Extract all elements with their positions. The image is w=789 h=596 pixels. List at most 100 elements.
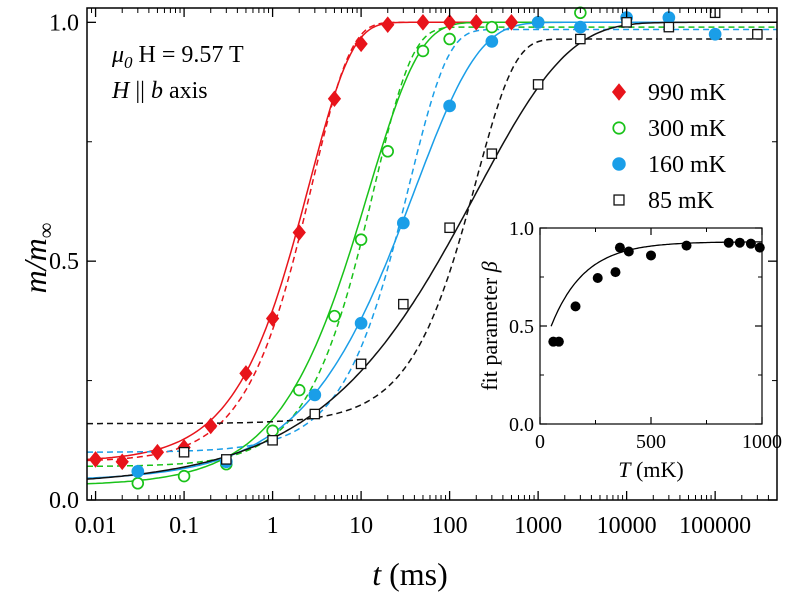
point-300-mk-8: [416, 44, 430, 58]
inset-y-tick-label: 0.0: [509, 414, 534, 436]
point-160-mk-0: [131, 464, 145, 478]
inset-point-6: [623, 246, 634, 257]
x-tick-label: 10: [349, 513, 373, 539]
x-tick-label: 1: [267, 513, 279, 539]
inset-point-4: [610, 267, 621, 278]
point-300-mk-4: [292, 383, 306, 397]
point-300-mk-0: [131, 477, 145, 490]
point-990-mk-12: [442, 14, 457, 31]
point-990-mk-1: [115, 453, 129, 471]
point-990-mk-0: [88, 451, 103, 468]
x-axis-title: t (ms): [372, 556, 448, 592]
legend-marker-160-mk: [612, 157, 626, 171]
main-plot: 0.01 0.1 1 10 100 1000 10000 100000 0.0 0.5 1.0: [49, 6, 778, 539]
inset-y-axis-title: fit parameter β: [477, 261, 502, 391]
legend-label-990-mk: 990 mK: [648, 80, 727, 106]
point-160-mk-7: [531, 15, 545, 29]
y-tick-label: 0.0: [49, 488, 79, 514]
inset-background: [540, 228, 762, 424]
point-160-mk-6: [485, 35, 499, 48]
x-tick-label: 10000: [597, 513, 657, 539]
inset-ticks: 0 500 1000 0.0 0.5 1.0: [509, 218, 782, 453]
inset-plot: 0 500 1000 0.0 0.5 1.0 T (mK) fit parameter β: [477, 218, 782, 482]
point-990-mk-8: [327, 90, 342, 108]
inset-y-tick-label: 0.5: [509, 316, 534, 338]
point-85-mk-5: [398, 298, 409, 310]
point-300-mk-1: [177, 469, 191, 483]
fit-solid-85-mk: [86, 21, 777, 480]
point-300-mk-6: [354, 233, 368, 246]
y-axis-title: m/m∞: [17, 223, 58, 294]
point-990-mk-14: [504, 14, 519, 31]
fit-dashed-300-mk: [87, 26, 777, 468]
point-160-mk-8: [573, 20, 587, 34]
inset-point-8: [681, 240, 692, 251]
inset-point-1: [553, 336, 564, 347]
x-tick-label: 100: [432, 513, 468, 539]
main-plot-frame: [86, 7, 778, 501]
fit-dashed-85-mk: [87, 38, 777, 425]
point-160-mk-10: [662, 11, 676, 24]
point-85-mk-13: [752, 28, 763, 40]
point-85-mk-2: [267, 434, 278, 446]
inset-point-9: [723, 237, 734, 248]
point-990-mk-10: [381, 16, 395, 34]
point-160-mk-4: [396, 216, 410, 230]
point-300-mk-9: [443, 32, 456, 46]
point-85-mk-4: [355, 358, 367, 370]
point-990-mk-11: [416, 14, 430, 31]
inset-point-11: [745, 238, 756, 249]
point-300-mk-7: [381, 145, 394, 158]
inset-point-5: [614, 242, 625, 253]
x-tick-label: 0.1: [169, 513, 199, 539]
x-tick-label: 100000: [679, 513, 751, 539]
inset-x-tick-label: 1000: [742, 431, 782, 453]
point-300-mk-3: [266, 424, 279, 437]
point-85-mk-3: [309, 408, 321, 420]
inset-point-2: [570, 301, 581, 312]
inset-x-tick-label: 500: [636, 431, 666, 453]
legend-marker-85-mk: [613, 194, 625, 206]
x-tick-label: 1000: [514, 513, 562, 539]
point-85-mk-7: [486, 148, 498, 159]
inset-y-tick-label: 1.0: [509, 218, 534, 240]
inset-point-3: [592, 272, 603, 283]
y-tick-label: 0.5: [49, 249, 79, 275]
point-990-mk-7: [292, 224, 306, 241]
inset-point-10: [734, 237, 745, 248]
inset-x-axis-title: T (mK): [618, 457, 683, 482]
x-tick-label: 0.01: [75, 513, 117, 539]
legend-label-160-mk: 160 mK: [648, 152, 727, 178]
legend-marker-300-mk: [612, 121, 626, 135]
main-data-marks: [86, 6, 777, 490]
direction-annotation: H || b axis: [111, 78, 208, 104]
field-annotation: μ0 H = 9.57 T: [111, 42, 244, 72]
inset-x-tick-label: 0: [535, 431, 545, 453]
fit-dashed-160-mk: [87, 28, 777, 453]
point-160-mk-2: [308, 388, 322, 402]
inset-point-12: [754, 242, 765, 253]
main-ticks: 0.01 0.1 1 10 100 1000 10000 100000 0.0 0.5 1.0: [49, 8, 777, 539]
legend-marker-990-mk: [611, 83, 627, 101]
point-160-mk-11: [708, 27, 722, 41]
point-990-mk-6: [265, 310, 280, 327]
inset-data-marks: [548, 237, 765, 347]
point-85-mk-1: [221, 454, 232, 465]
legend-label-85-mk: 85 mK: [648, 188, 715, 214]
legend-label-300-mk: 300 mK: [648, 116, 727, 142]
point-85-mk-8: [532, 79, 544, 90]
point-85-mk-10: [621, 17, 632, 28]
point-300-mk-5: [328, 309, 341, 323]
point-160-mk-3: [354, 316, 368, 330]
point-990-mk-2: [150, 443, 165, 461]
point-990-mk-13: [469, 14, 483, 31]
point-160-mk-5: [443, 99, 456, 113]
point-990-mk-9: [354, 35, 368, 53]
inset-point-7: [646, 250, 656, 261]
y-tick-label: 1.0: [49, 10, 79, 36]
point-990-mk-4: [204, 417, 218, 435]
legend: 990 mK 300 mK 160 mK 85 mK: [611, 80, 727, 214]
point-85-mk-9: [575, 33, 586, 45]
point-85-mk-11: [663, 21, 675, 33]
